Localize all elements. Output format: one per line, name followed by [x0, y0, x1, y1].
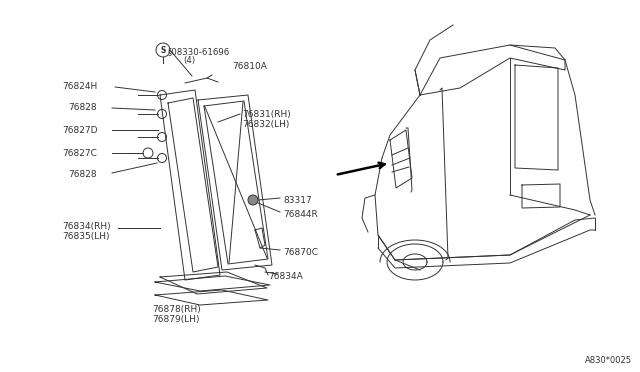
Text: 76831(RH): 76831(RH)	[242, 110, 291, 119]
Text: 76810A: 76810A	[232, 62, 267, 71]
Text: A830*0025: A830*0025	[585, 356, 632, 365]
Text: 76834(RH): 76834(RH)	[62, 222, 111, 231]
Text: 76827D: 76827D	[62, 126, 97, 135]
Text: 76844R: 76844R	[283, 210, 317, 219]
Text: 76828: 76828	[68, 170, 97, 179]
Text: 83317: 83317	[283, 196, 312, 205]
Text: §08330-61696: §08330-61696	[168, 47, 230, 56]
Text: 76824H: 76824H	[62, 82, 97, 91]
Text: 76827C: 76827C	[62, 149, 97, 158]
Text: 76828: 76828	[68, 103, 97, 112]
Text: 76834A: 76834A	[268, 272, 303, 281]
Text: (4): (4)	[183, 56, 195, 65]
Text: 76870C: 76870C	[283, 248, 318, 257]
Text: 76832(LH): 76832(LH)	[242, 120, 289, 129]
Text: 76878(RH): 76878(RH)	[152, 305, 201, 314]
Circle shape	[248, 195, 258, 205]
Text: S: S	[160, 45, 166, 55]
Text: 76879(LH): 76879(LH)	[152, 315, 200, 324]
Text: 76835(LH): 76835(LH)	[62, 232, 109, 241]
